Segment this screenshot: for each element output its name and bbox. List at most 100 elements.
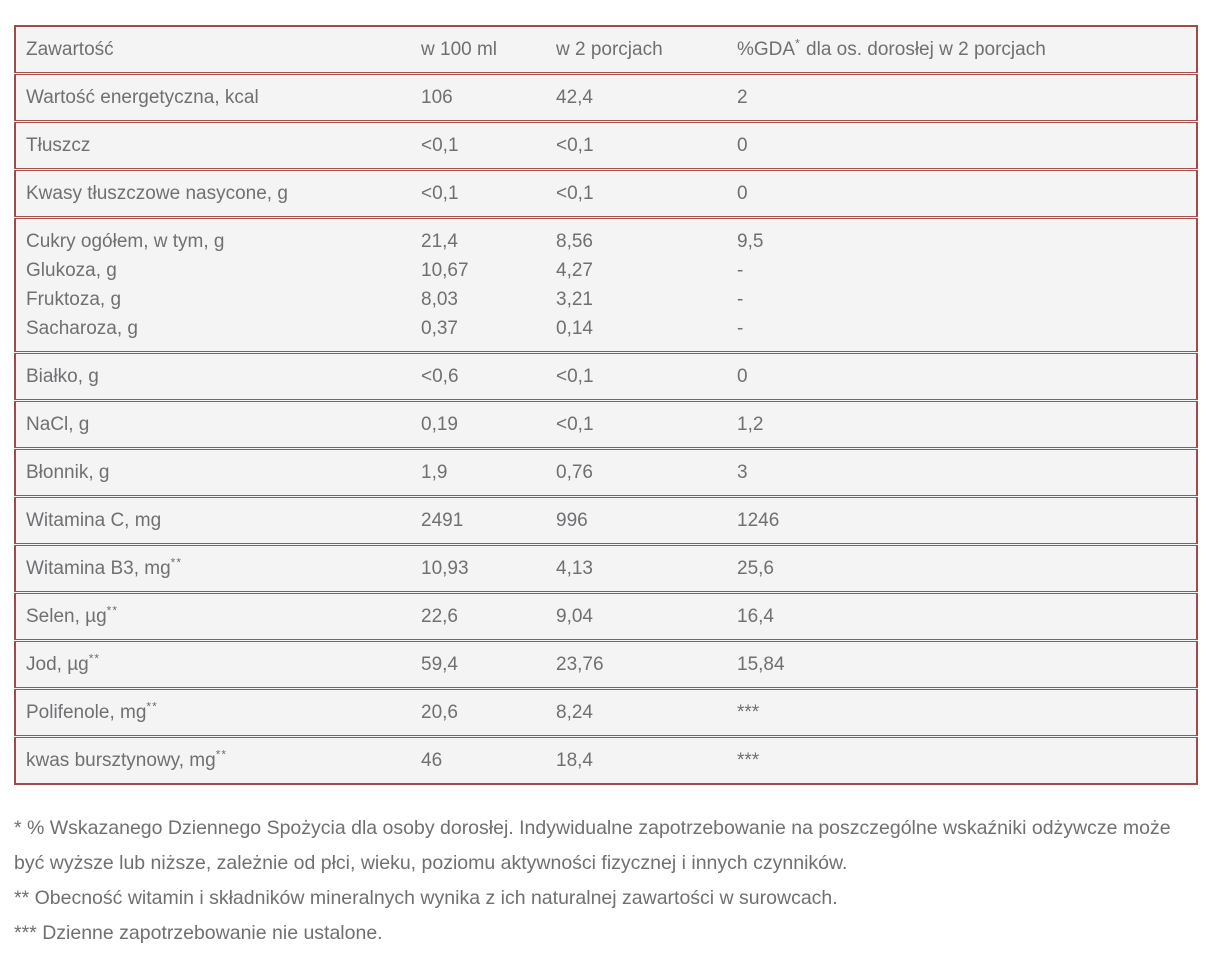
footnote-gda: * % Wskazanego Dziennego Spożycia dla os… xyxy=(14,811,1198,881)
value-per-2-portions: <0,1 xyxy=(556,414,594,435)
cell-per-2-portions: <0,1 xyxy=(556,168,737,218)
table-row: Białko, g <0,6 <0,1 0 xyxy=(15,351,1197,401)
header-per-2-portions: w 2 porcjach xyxy=(556,39,663,60)
nutrition-table-header: Zawartość w 100 ml w 2 porcjach %GDA* dl… xyxy=(15,26,1197,74)
nutrient-name: Jod, µg** xyxy=(26,651,101,675)
nutrient-name: NaCl, g xyxy=(26,414,90,435)
value-per-100ml: 1,9 xyxy=(421,462,448,483)
value-gda: - xyxy=(737,318,744,339)
cell-per-2-portions: 8,56 4,27 3,21 0,14 xyxy=(556,216,737,353)
value-per-2-portions: 4,27 xyxy=(556,260,593,281)
value-gda: 9,5 xyxy=(737,231,764,252)
cell-gda: 0 xyxy=(737,120,1197,170)
value-per-100ml: 59,4 xyxy=(421,654,458,675)
footnote-marker: *** xyxy=(14,922,37,944)
cell-gda: 0 xyxy=(737,168,1197,218)
header-per-100ml: w 100 ml xyxy=(421,39,498,60)
cell-label: Wartość energetyczna, kcal xyxy=(15,72,421,122)
value-per-2-portions: <0,1 xyxy=(556,183,594,204)
value-per-100ml: 21,4 xyxy=(421,231,458,252)
cell-label: Kwasy tłuszczowe nasycone, g xyxy=(15,168,421,218)
value-gda: 3 xyxy=(737,462,748,483)
nutrient-name: Selen, µg** xyxy=(26,603,119,627)
cell-per-2-portions: 42,4 xyxy=(556,72,737,122)
cell-per-2-portions: <0,1 xyxy=(556,399,737,449)
value-per-100ml: 10,93 xyxy=(421,558,469,579)
cell-label: NaCl, g xyxy=(15,399,421,449)
table-row: Witamina B3, mg** 10,93 4,13 25,6 xyxy=(15,543,1197,593)
value-gda: 25,6 xyxy=(737,558,774,579)
footnote-marker: ** xyxy=(14,887,30,909)
value-per-100ml: 8,03 xyxy=(421,289,458,310)
footnote-reference: ** xyxy=(146,699,158,714)
value-gda: 0 xyxy=(737,135,748,156)
value-per-100ml: <0,1 xyxy=(421,183,459,204)
value-per-2-portions: 9,04 xyxy=(556,606,593,627)
value-gda: 16,4 xyxy=(737,606,774,627)
cell-label: Cukry ogółem, w tym, g Glukoza, g Fruktoza… xyxy=(15,216,421,353)
value-per-100ml: 0,37 xyxy=(421,318,458,339)
value-per-2-portions: 0,76 xyxy=(556,462,593,483)
nutrient-name: kwas bursztynowy, mg** xyxy=(26,747,228,771)
cell-gda: 2 xyxy=(737,72,1197,122)
value-per-100ml: 2491 xyxy=(421,510,464,531)
footnotes: * % Wskazanego Dziennego Spożycia dla os… xyxy=(14,811,1198,951)
cell-per-100ml: 59,4 xyxy=(421,639,556,689)
table-row: Selen, µg** 22,6 9,04 16,4 xyxy=(15,591,1197,641)
footnote-not-established: *** Dzienne zapotrzebowanie nie ustalone… xyxy=(14,916,1198,951)
table-row: Tłuszcz <0,1 <0,1 0 xyxy=(15,120,1197,170)
cell-label: Witamina B3, mg** xyxy=(15,543,421,593)
table-row: Polifenole, mg** 20,6 8,24 *** xyxy=(15,687,1197,737)
cell-per-2-portions: <0,1 xyxy=(556,120,737,170)
nutrient-name: Sacharoza, g xyxy=(26,318,138,339)
cell-per-100ml: <0,1 xyxy=(421,168,556,218)
header-content: Zawartość xyxy=(26,39,114,60)
cell-per-100ml: <0,6 xyxy=(421,351,556,401)
header-gda-suffix: dla os. dorosłej w 2 porcjach xyxy=(800,39,1046,60)
cell-label: Polifenole, mg** xyxy=(15,687,421,737)
value-per-2-portions: 42,4 xyxy=(556,87,593,108)
cell-label: Jod, µg** xyxy=(15,639,421,689)
cell-per-2-portions: 996 xyxy=(556,495,737,545)
value-gda: *** xyxy=(737,750,760,771)
footnote-reference: ** xyxy=(170,555,182,570)
nutrient-name: Tłuszcz xyxy=(26,135,91,156)
value-per-2-portions: 23,76 xyxy=(556,654,604,675)
cell-per-100ml: 1,9 xyxy=(421,447,556,497)
footnote-text: % Wskazanego Dziennego Spożycia dla osob… xyxy=(14,817,1171,874)
nutrient-name: Cukry ogółem, w tym, g xyxy=(26,231,225,252)
value-per-2-portions: 18,4 xyxy=(556,750,593,771)
cell-per-100ml: 20,6 xyxy=(421,687,556,737)
value-per-100ml: 0,19 xyxy=(421,414,458,435)
cell-per-100ml: 10,93 xyxy=(421,543,556,593)
cell-per-100ml: 106 xyxy=(421,72,556,122)
cell-per-2-portions: 8,24 xyxy=(556,687,737,737)
table-row: Jod, µg** 59,4 23,76 15,84 xyxy=(15,639,1197,689)
footnote-reference: ** xyxy=(215,747,228,762)
value-per-100ml: 22,6 xyxy=(421,606,458,627)
cell-gda: *** xyxy=(737,687,1197,737)
table-row: Cukry ogółem, w tym, g Glukoza, g Fruktoza… xyxy=(15,216,1197,353)
cell-label: Selen, µg** xyxy=(15,591,421,641)
value-gda: - xyxy=(737,260,744,281)
table-row: Błonnik, g 1,9 0,76 3 xyxy=(15,447,1197,497)
value-gda: 15,84 xyxy=(737,654,785,675)
nutrition-table-body: Wartość energetyczna, kcal 106 42,4 2 Tłuszc… xyxy=(15,72,1197,784)
cell-label: Tłuszcz xyxy=(15,120,421,170)
value-per-100ml: 106 xyxy=(421,87,453,108)
cell-gda: 1,2 xyxy=(737,399,1197,449)
nutrient-name: Białko, g xyxy=(26,366,99,387)
cell-per-100ml: 22,6 xyxy=(421,591,556,641)
cell-per-2-portions: 0,76 xyxy=(556,447,737,497)
cell-gda: *** xyxy=(737,735,1197,784)
footnote-text: Obecność witamin i składników mineralnyc… xyxy=(34,887,838,909)
header-gda-asterisk: * xyxy=(795,36,801,51)
value-gda: 1,2 xyxy=(737,414,764,435)
value-per-100ml: 46 xyxy=(421,750,443,771)
value-per-2-portions: 8,24 xyxy=(556,702,593,723)
header-row: Zawartość w 100 ml w 2 porcjach %GDA* dl… xyxy=(15,26,1197,74)
cell-per-100ml: 46 xyxy=(421,735,556,784)
cell-gda: 16,4 xyxy=(737,591,1197,641)
cell-label: Białko, g xyxy=(15,351,421,401)
